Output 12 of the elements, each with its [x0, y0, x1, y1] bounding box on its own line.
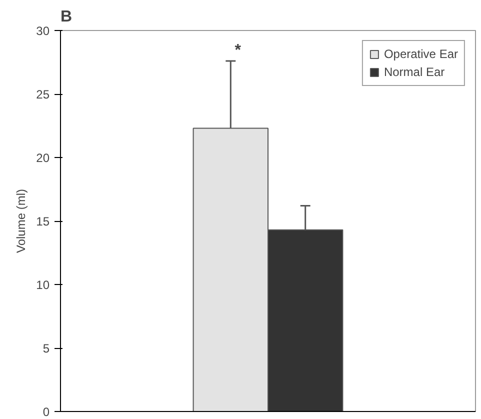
annotation: *: [234, 42, 242, 59]
y-tick-label: 5: [42, 342, 50, 356]
legend-label: Operative Ear: [384, 47, 458, 61]
chart-title: B: [60, 8, 72, 26]
y-tick-label: 25: [36, 88, 50, 102]
legend-label: Normal Ear: [384, 65, 445, 79]
y-tick-label: 30: [36, 24, 50, 38]
y-axis-title: Volume (ml): [14, 188, 28, 254]
y-tick-label: 20: [36, 151, 50, 165]
y-tick-label: 0: [42, 405, 50, 419]
y-tick-label: 15: [36, 214, 50, 228]
y-tick-label: 10: [36, 278, 50, 292]
